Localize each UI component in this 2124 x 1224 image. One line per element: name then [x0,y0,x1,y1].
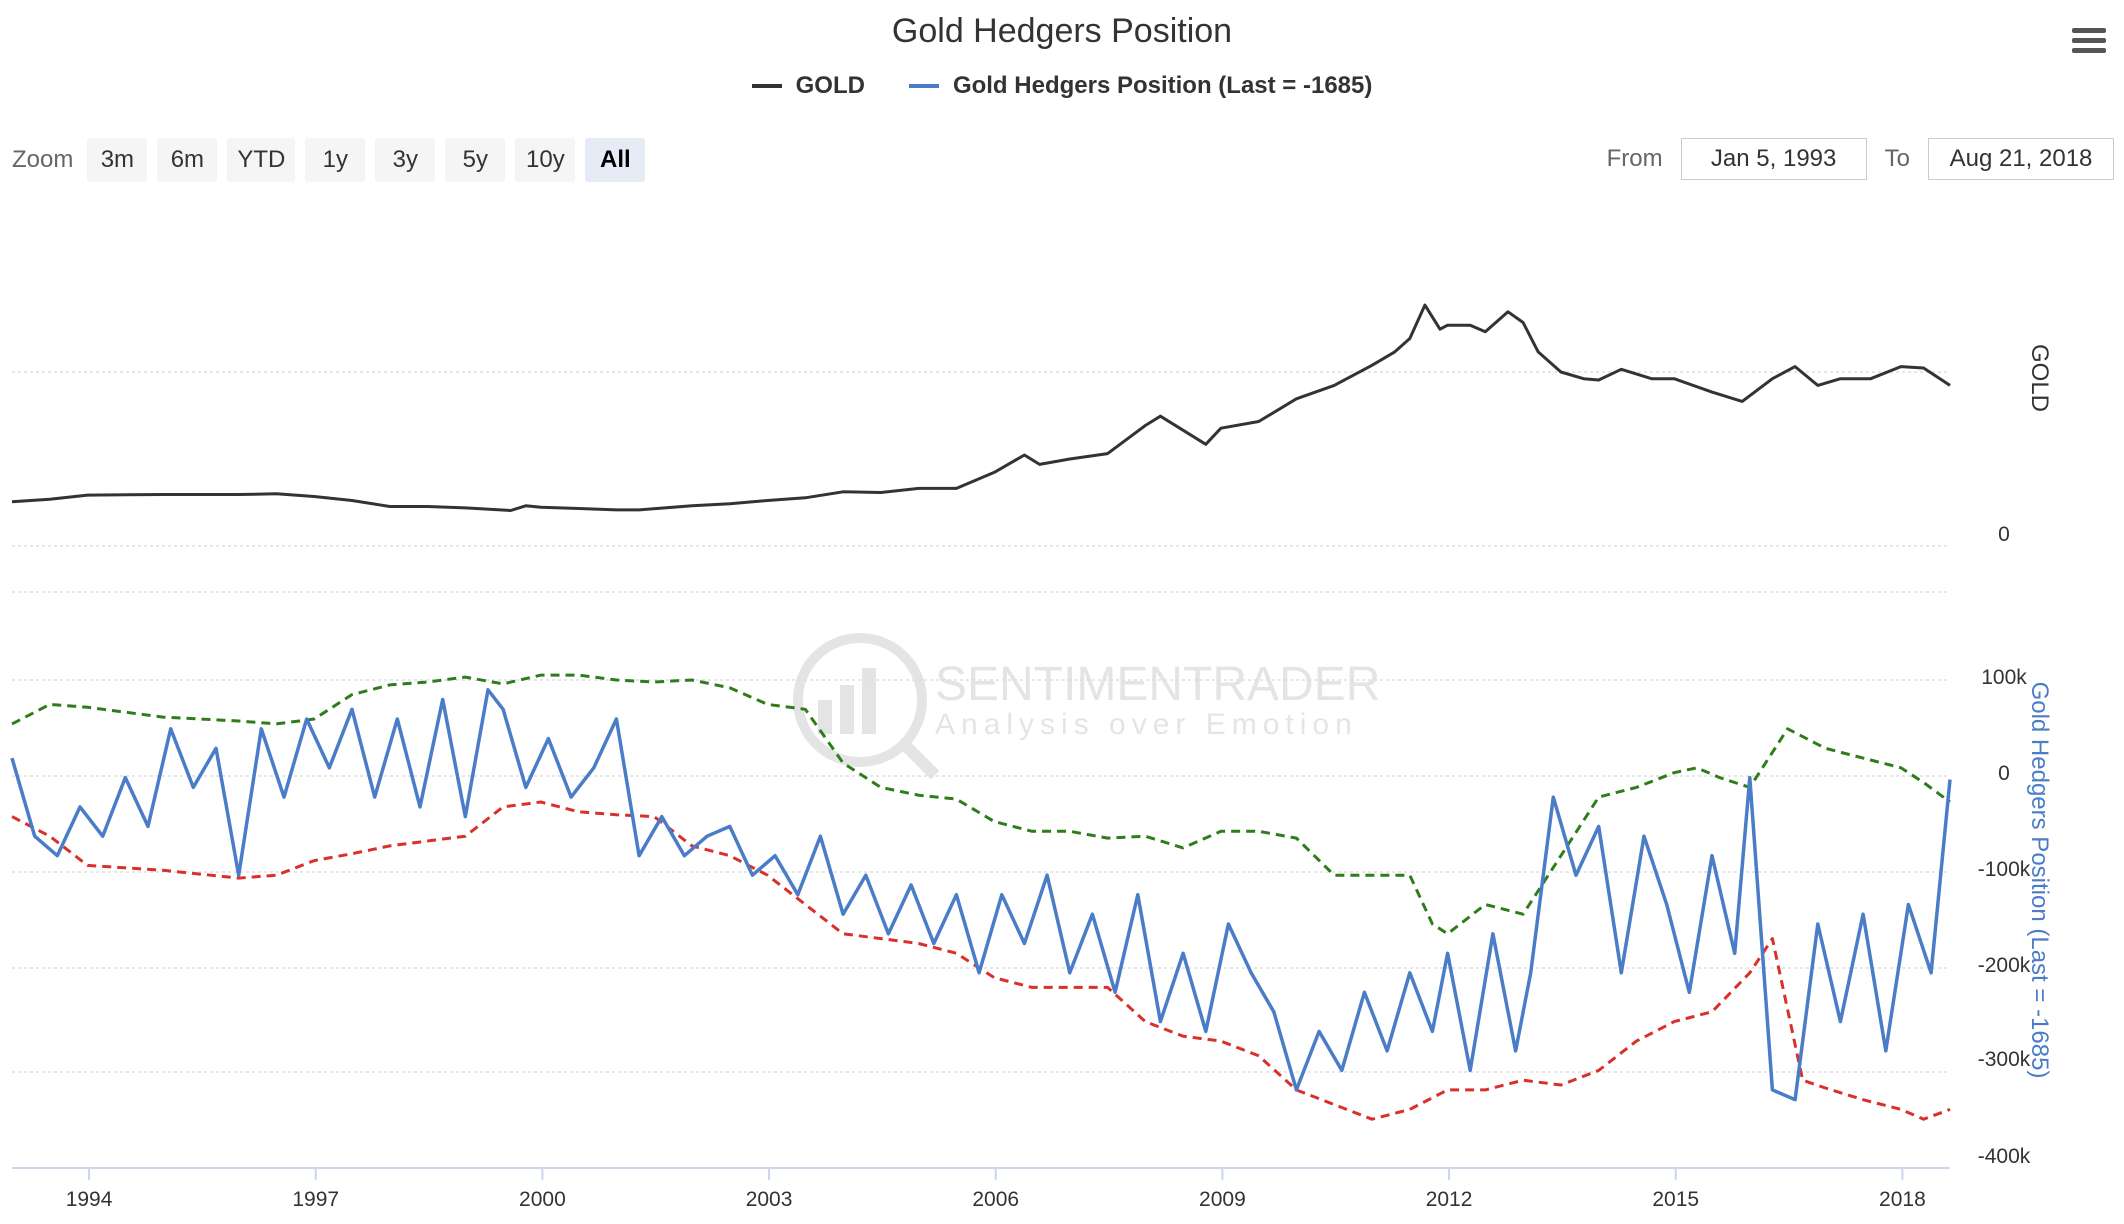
zoom-10y-button[interactable]: 10y [515,138,576,182]
legend-label-hedgers: Gold Hedgers Position (Last = -1685) [952,72,1373,99]
x-tick-label-2009: 2009 [1199,1188,1246,1211]
x-tick-label-2006: 2006 [972,1188,1019,1211]
gold-series-line [11,303,1951,512]
x-tick-label-2012: 2012 [1426,1188,1473,1211]
legend-item-hedgers[interactable]: Gold Hedgers Position (Last = -1685) [908,72,1373,100]
x-tick-label-2000: 2000 [519,1188,566,1211]
gold-axis-title: GOLD [2026,344,2053,412]
x-tick-label-2018: 2018 [1879,1188,1926,1211]
chart-title: Gold Hedgers Position [891,12,1233,50]
date-range: From Jan 5, 1993 To Aug 21, 2018 [1607,138,2114,180]
from-label: From [1606,145,1663,172]
lower-band-line [11,800,1951,1121]
x-tick-label-2015: 2015 [1652,1188,1699,1211]
hedgers-pane [10,673,1952,1121]
x-axis-ticks: 1994 1997 2000 2003 2006 2009 2012 2015 2018 [66,1168,1926,1211]
zoom-all-button[interactable]: All [585,138,646,182]
hamburger-menu-icon[interactable] [2072,28,2106,62]
legend: GOLD Gold Hedgers Position (Last = -1685… [0,72,2124,100]
watermark-logo-icon [793,633,927,767]
hedgers-ytick-minus100k: -100k [1978,858,2031,881]
zoom-1y-button[interactable]: 1y [305,138,366,182]
hedgers-ytick-0: 0 [1998,762,2010,785]
legend-swatch-hedgers [908,84,939,88]
watermark-name: SENTIMENTRADER [935,658,1380,711]
zoom-3y-button[interactable]: 3y [375,138,436,182]
from-date-input[interactable]: Jan 5, 1993 [1680,138,1867,180]
zoom-bar: Zoom 3m 6m YTD 1y 3y 5y 10y All [12,138,646,182]
x-tick-label-1994: 1994 [66,1188,113,1211]
zoom-3m-button[interactable]: 3m [87,138,148,182]
legend-label-gold: GOLD [795,72,865,99]
zoom-ytd-button[interactable]: YTD [227,138,296,182]
x-tick-label-2003: 2003 [746,1188,793,1211]
x-tick-label-1997: 1997 [292,1188,339,1211]
hedgers-ytick-minus400k: -400k [1978,1145,2031,1168]
hedgers-ytick-minus300k: -300k [1978,1048,2031,1071]
legend-item-gold[interactable]: GOLD [751,72,865,100]
gold-pane [11,303,1951,512]
watermark-tagline: Analysis over Emotion [935,708,1358,741]
hedgers-ytick-100k: 100k [1981,666,2027,689]
hedgers-series-line [10,688,1952,1102]
zoom-6m-button[interactable]: 6m [157,138,218,182]
gold-ytick-0: 0 [1998,523,2010,546]
watermark: SENTIMENTRADER Analysis over Emotion [793,633,1380,780]
legend-swatch-gold [751,84,782,88]
zoom-5y-button[interactable]: 5y [445,138,506,182]
to-date-input[interactable]: Aug 21, 2018 [1928,138,2114,180]
hedgers-yticks: 100k 0 -100k -200k -300k -400k [1978,666,2031,1168]
to-label: To [1884,145,1910,172]
hedgers-axis-title: Gold Hedgers Position (Last = -1685) [2026,682,2053,1079]
bottom-grid [12,591,1950,1073]
zoom-label: Zoom [12,146,74,173]
hedgers-ytick-minus200k: -200k [1978,954,2031,977]
